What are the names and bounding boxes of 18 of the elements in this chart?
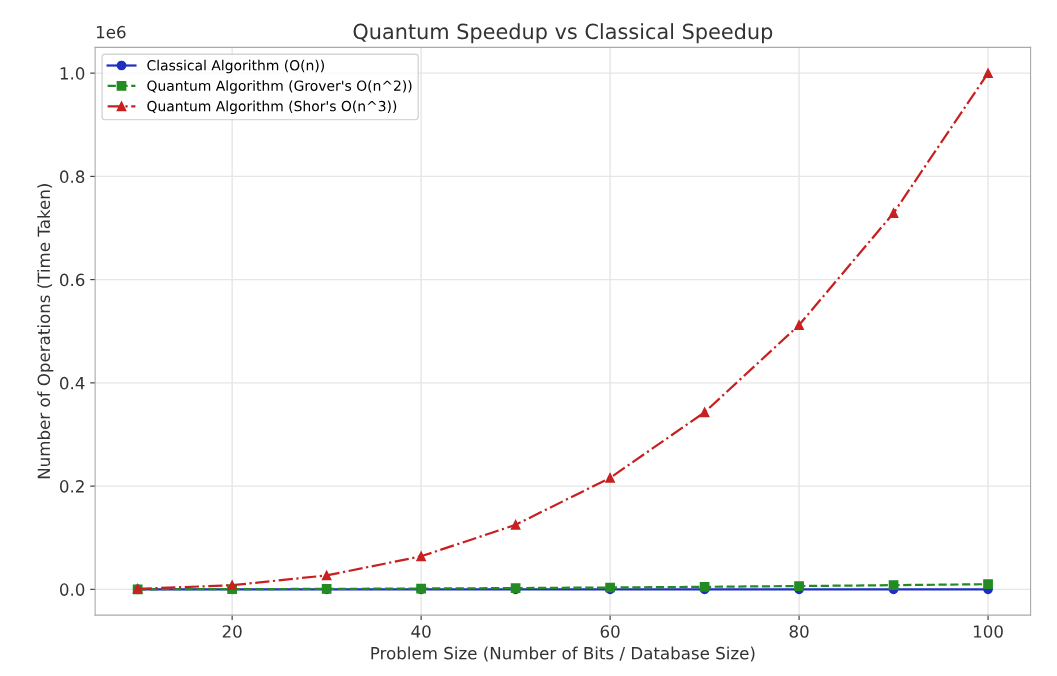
y-tick-label: 1.0 [60, 67, 85, 80]
legend-label: Classical Algorithm (O(n)) [147, 59, 324, 74]
y-tick-label: 0.0 [60, 583, 85, 596]
y-tick-label: 0.4 [60, 376, 85, 390]
legend-label: Quantum Algorithm (Shor's O(n^3)) [147, 100, 397, 115]
x-tick-label: 100 [973, 625, 1003, 638]
y-tick-label: 0.8 [60, 170, 85, 183]
x-tick-label: 20 [222, 625, 242, 638]
text: 1e6 [96, 25, 126, 39]
x-tick-label: 80 [789, 625, 809, 638]
x-tick-label: 60 [600, 625, 620, 638]
chart-title: Quantum Speedup vs Classical Speedup [353, 23, 773, 44]
y-axis-title: Number of Operations (Time Taken) [37, 184, 54, 479]
y-tick-label: 0.2 [60, 480, 84, 493]
x-tick-label: 40 [411, 625, 431, 638]
legend-label: Quantum Algorithm (Grover's O(n^2)) [147, 80, 412, 94]
y-tick-label: 0.6 [60, 273, 85, 287]
x-axis-title: Problem Size (Number of Bits / Database Size) [371, 646, 755, 662]
